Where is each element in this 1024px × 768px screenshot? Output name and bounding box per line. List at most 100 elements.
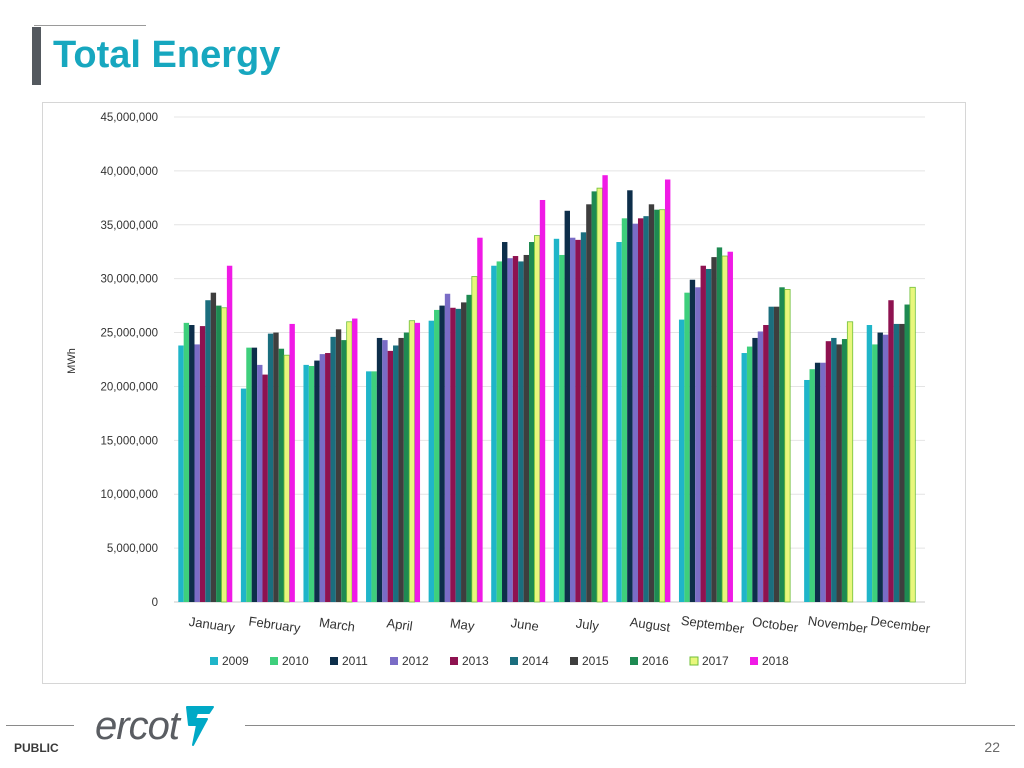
bar-2015-august bbox=[648, 204, 655, 603]
bar-2017-may bbox=[471, 276, 478, 603]
legend-swatch-2016 bbox=[630, 657, 638, 665]
bar-2018-may bbox=[477, 237, 483, 602]
x-tick-label: July bbox=[575, 616, 600, 634]
legend-label-2011: 2011 bbox=[342, 654, 368, 668]
bar-2013-may bbox=[450, 307, 456, 602]
y-tick-label: 35,000,000 bbox=[100, 220, 158, 232]
x-tick-label: March bbox=[318, 615, 356, 635]
bar-2015-june bbox=[523, 254, 530, 602]
bar-2010-july bbox=[559, 254, 565, 602]
bar-2015-march bbox=[335, 329, 342, 602]
bar-2013-february bbox=[262, 374, 268, 602]
legend-label-2017: 2017 bbox=[702, 654, 729, 668]
bar-2015-september bbox=[711, 257, 717, 602]
x-tick-label: November bbox=[807, 613, 869, 636]
y-tick-label: 45,000,000 bbox=[100, 112, 158, 124]
bar-2016-august bbox=[654, 209, 660, 602]
legend-swatch-2013 bbox=[450, 657, 458, 665]
legend-label-2014: 2014 bbox=[522, 654, 549, 668]
bar-2015-january bbox=[210, 292, 217, 602]
bar-2010-april bbox=[371, 371, 377, 602]
bar-2011-september bbox=[689, 279, 696, 602]
bar-2013-june bbox=[512, 256, 519, 602]
bar-2016-january bbox=[216, 305, 222, 602]
bar-2017-june bbox=[534, 235, 541, 603]
y-tick-label: 20,000,000 bbox=[100, 381, 158, 393]
bar-2011-april bbox=[376, 337, 383, 602]
bar-2016-september bbox=[716, 247, 723, 602]
bar-2013-november bbox=[825, 341, 832, 602]
bar-2012-october bbox=[757, 331, 764, 602]
bar-2018-september bbox=[727, 251, 733, 602]
y-axis-label: MWh bbox=[66, 348, 78, 374]
legend-label-2018: 2018 bbox=[762, 654, 789, 668]
legend-label-2012: 2012 bbox=[402, 654, 429, 668]
bar-2009-june bbox=[491, 265, 497, 602]
bar-2017-october bbox=[784, 289, 791, 603]
bar-2011-october bbox=[752, 337, 758, 602]
bar-2010-december bbox=[872, 344, 878, 602]
bar-2009-october bbox=[741, 353, 747, 602]
bar-2012-november bbox=[820, 362, 826, 602]
bar-2015-april bbox=[398, 337, 404, 602]
bar-2012-august bbox=[632, 223, 638, 602]
bar-2009-december bbox=[866, 325, 873, 602]
x-tick-label: May bbox=[449, 615, 476, 633]
x-tick-label: December bbox=[870, 613, 932, 636]
legend-label-2015: 2015 bbox=[582, 654, 609, 668]
bar-2013-august bbox=[637, 218, 644, 602]
bar-2013-april bbox=[387, 350, 394, 602]
bar-2013-october bbox=[763, 325, 769, 602]
slide-title: Total Energy bbox=[53, 34, 281, 76]
bar-2011-december bbox=[877, 332, 883, 602]
y-tick-label: 0 bbox=[152, 597, 158, 609]
bar-2018-june bbox=[539, 199, 546, 602]
bar-2013-january bbox=[199, 326, 206, 602]
bar-2017-november bbox=[846, 321, 854, 603]
bar-2014-december bbox=[893, 323, 900, 602]
bar-2009-july bbox=[553, 238, 560, 603]
classification-label: PUBLIC bbox=[14, 741, 59, 755]
ercot-logo: ercot bbox=[95, 700, 217, 752]
bar-2018-july bbox=[602, 175, 608, 602]
bar-2011-january bbox=[189, 325, 195, 602]
bar-2010-june bbox=[496, 261, 503, 602]
bar-2016-march bbox=[341, 340, 347, 602]
title-top-rule bbox=[34, 25, 146, 26]
bar-2016-june bbox=[529, 242, 535, 602]
bar-2010-march bbox=[308, 365, 315, 602]
bar-2011-november bbox=[814, 362, 821, 602]
y-tick-label: 40,000,000 bbox=[100, 166, 158, 178]
legend-label-2009: 2009 bbox=[222, 654, 249, 668]
bar-2012-january bbox=[194, 344, 200, 602]
bar-2016-april bbox=[403, 332, 410, 602]
bar-2014-april bbox=[393, 345, 399, 602]
bar-2009-november bbox=[804, 379, 810, 602]
bar-2009-august bbox=[616, 242, 622, 602]
energy-bar-chart: 0 5,000,000 10,000,000 15,000,000 20,000,000… bbox=[66, 112, 932, 668]
bar-2011-june bbox=[502, 242, 508, 602]
bar-2012-december bbox=[882, 334, 889, 602]
bar-2018-march bbox=[352, 318, 358, 602]
bar-2012-june bbox=[507, 258, 513, 602]
bar-2012-september bbox=[695, 287, 701, 602]
bar-2014-september bbox=[705, 268, 712, 602]
bar-2015-december bbox=[899, 323, 905, 602]
bar-2017-february bbox=[283, 354, 290, 603]
bar-2015-february bbox=[273, 332, 279, 602]
legend-swatch-2014 bbox=[510, 657, 518, 665]
bar-2009-september bbox=[678, 319, 685, 602]
bar-2014-may bbox=[455, 308, 462, 602]
y-tick-label: 30,000,000 bbox=[100, 274, 158, 286]
bar-2012-february bbox=[257, 364, 263, 602]
bar-2014-july bbox=[580, 232, 587, 602]
bar-2010-may bbox=[434, 309, 440, 602]
bar-2011-may bbox=[439, 305, 445, 602]
bar-2009-january bbox=[178, 345, 184, 602]
y-tick-label: 10,000,000 bbox=[100, 489, 158, 501]
bar-2017-august bbox=[659, 209, 666, 603]
bar-2016-november bbox=[841, 339, 848, 602]
bar-2017-january bbox=[221, 307, 228, 603]
bar-2012-april bbox=[382, 340, 388, 602]
bar-2010-october bbox=[746, 346, 753, 602]
